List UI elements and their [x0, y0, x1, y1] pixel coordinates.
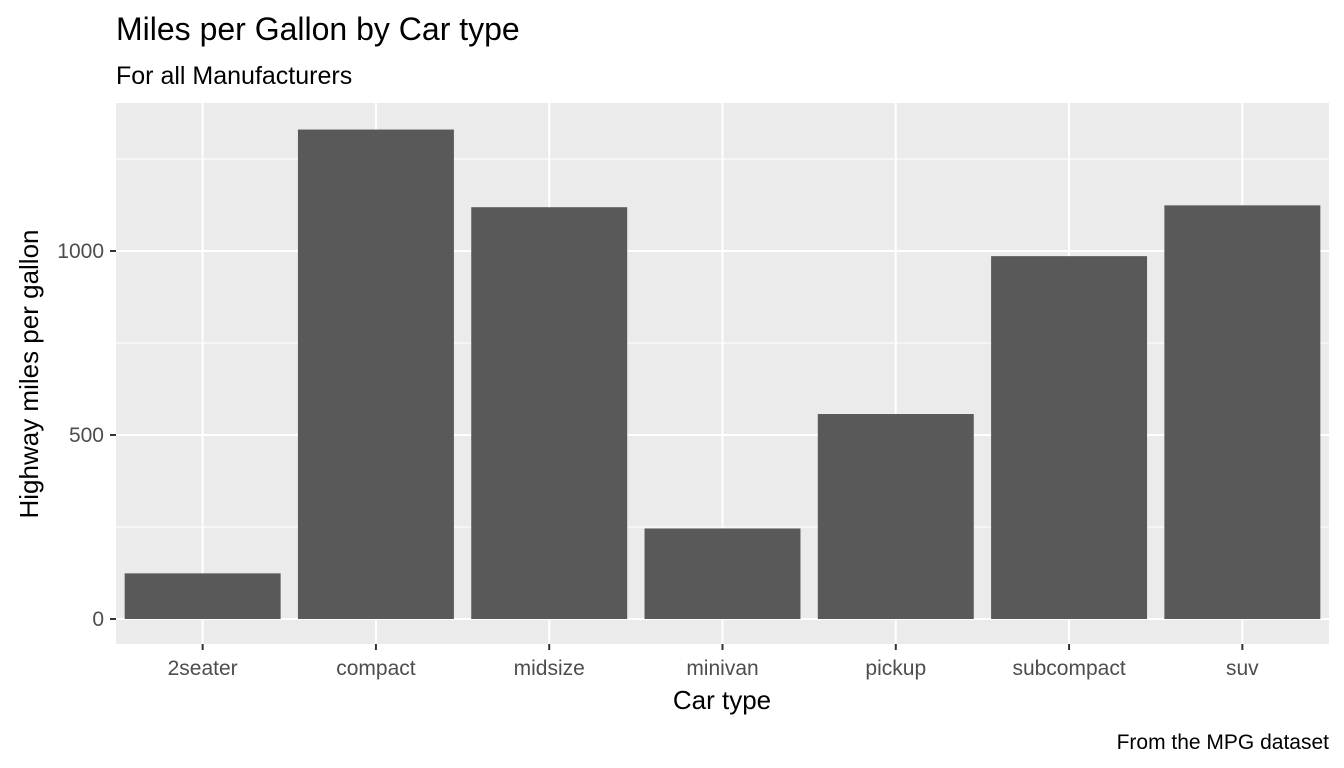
- x-tick-label-pickup: pickup: [865, 657, 926, 680]
- bar-compact: [297, 129, 454, 619]
- chart-caption: From the MPG dataset: [1117, 731, 1330, 754]
- bars: [124, 129, 1321, 620]
- chart-subtitle: For all Manufacturers: [116, 62, 352, 90]
- bar-minivan: [644, 528, 801, 619]
- chart-title: Miles per Gallon by Car type: [116, 11, 520, 47]
- x-tick-label-midsize: midsize: [514, 657, 585, 680]
- bar-subcompact: [991, 256, 1148, 619]
- x-tick-label-2seater: 2seater: [168, 657, 238, 680]
- x-tick-label-suv: suv: [1226, 657, 1259, 680]
- bar-suv: [1164, 205, 1321, 620]
- y-tick-label: 1000: [57, 240, 104, 263]
- bar-pickup: [817, 414, 974, 619]
- y-tick-label: 500: [69, 424, 104, 447]
- x-tick-label-subcompact: subcompact: [1012, 657, 1125, 680]
- bar-midsize: [471, 207, 628, 619]
- x-axis: 2seater compact midsize minivan pickup subcom…: [168, 644, 1259, 680]
- x-tick-label-compact: compact: [336, 657, 416, 680]
- y-axis: 0 500 1000: [57, 240, 116, 631]
- x-axis-title: Car type: [673, 685, 771, 715]
- bar-2seater: [124, 573, 281, 619]
- y-axis-title: Highway miles per gallon: [14, 229, 44, 518]
- x-tick-label-minivan: minivan: [686, 657, 758, 680]
- y-tick-label: 0: [92, 608, 104, 631]
